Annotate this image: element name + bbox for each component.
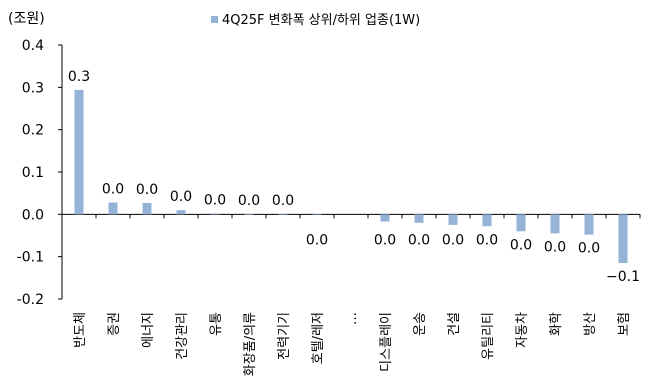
data-label: 0.3	[68, 69, 90, 85]
category-labels: 반도체 증권 에너지 건강관리 유통 화장품/의류 전력기기 호텔/레저 … 디스플레이 운송 건설 유…	[73, 312, 632, 376]
y-tick-label: -0.1	[17, 250, 44, 266]
bar	[584, 214, 594, 235]
data-label: 0.0	[306, 232, 328, 248]
legend-entry: 4Q25F 변화폭 상위/하위 업종(1W)	[222, 13, 420, 28]
data-label: 0.0	[510, 237, 532, 253]
x-category-label: 화장품/의류	[243, 312, 258, 376]
legend-swatch	[211, 16, 218, 23]
data-label: 0.0	[578, 241, 600, 257]
data-label: 0.0	[544, 239, 566, 255]
y-tick-label: -0.2	[17, 292, 44, 308]
x-category-label: 운송	[413, 312, 428, 336]
bar-series	[74, 89, 628, 264]
bar	[74, 89, 84, 215]
data-label: 0.0	[204, 192, 226, 208]
bar	[244, 214, 254, 215]
y-tick-label: 0.1	[22, 165, 44, 181]
data-label: 0.0	[442, 232, 464, 248]
data-label: 0.0	[136, 182, 158, 198]
bar	[516, 214, 526, 232]
y-tick-label: 0.0	[22, 207, 44, 223]
x-category-label: 반도체	[73, 312, 88, 348]
x-category-label: 전력기기	[277, 312, 292, 360]
legend: 4Q25F 변화폭 상위/하위 업종(1W)	[211, 13, 420, 28]
x-category-label: 유통	[209, 312, 224, 336]
x-category-label: 호텔/레저	[311, 312, 326, 364]
y-tick-label: 0.2	[22, 123, 44, 139]
bar	[108, 202, 118, 215]
data-label: 0.0	[170, 189, 192, 205]
data-label: 0.0	[272, 193, 294, 209]
x-axis	[61, 213, 641, 219]
x-category-label: 건설	[447, 312, 462, 336]
x-category-label: 보험	[617, 312, 632, 336]
data-label: 0.0	[374, 232, 396, 248]
y-axis-unit-label: (조원)	[8, 11, 45, 27]
bar	[448, 214, 458, 225]
x-category-label: 유틸리티	[481, 312, 496, 360]
data-label: 0.0	[102, 181, 124, 197]
bar	[142, 202, 152, 215]
data-label: 0.0	[408, 232, 430, 248]
y-tick-label: 0.4	[22, 38, 44, 54]
bar	[176, 210, 186, 215]
bar	[414, 214, 424, 223]
data-label: 0.0	[238, 193, 260, 209]
data-label: 0.0	[476, 232, 498, 248]
bar	[380, 214, 390, 222]
bar	[278, 214, 288, 215]
data-label: −0.1	[606, 269, 640, 285]
y-axis: 0.4 0.3 0.2 0.1 0.0 -0.1 -0.2	[17, 38, 63, 308]
data-labels: 0.3 0.0 0.0 0.0 0.0 0.0 0.0 0.0 0.0 0.0 0.0 0.0 0.0 0…	[68, 69, 640, 285]
x-category-label: 디스플레이	[379, 312, 394, 372]
x-category-label: 방산	[583, 312, 598, 336]
x-category-label: 에너지	[141, 312, 156, 348]
bar	[550, 214, 560, 234]
bar	[482, 214, 492, 227]
bar	[210, 213, 220, 215]
x-category-label: 증권	[107, 312, 122, 336]
bar	[618, 214, 628, 264]
y-tick-label: 0.3	[22, 80, 44, 96]
bar	[312, 214, 322, 215]
x-category-label: 건강관리	[175, 312, 190, 360]
x-category-label: …	[345, 312, 360, 325]
x-category-label: 자동차	[515, 312, 530, 348]
x-category-label: 화학	[549, 312, 564, 336]
